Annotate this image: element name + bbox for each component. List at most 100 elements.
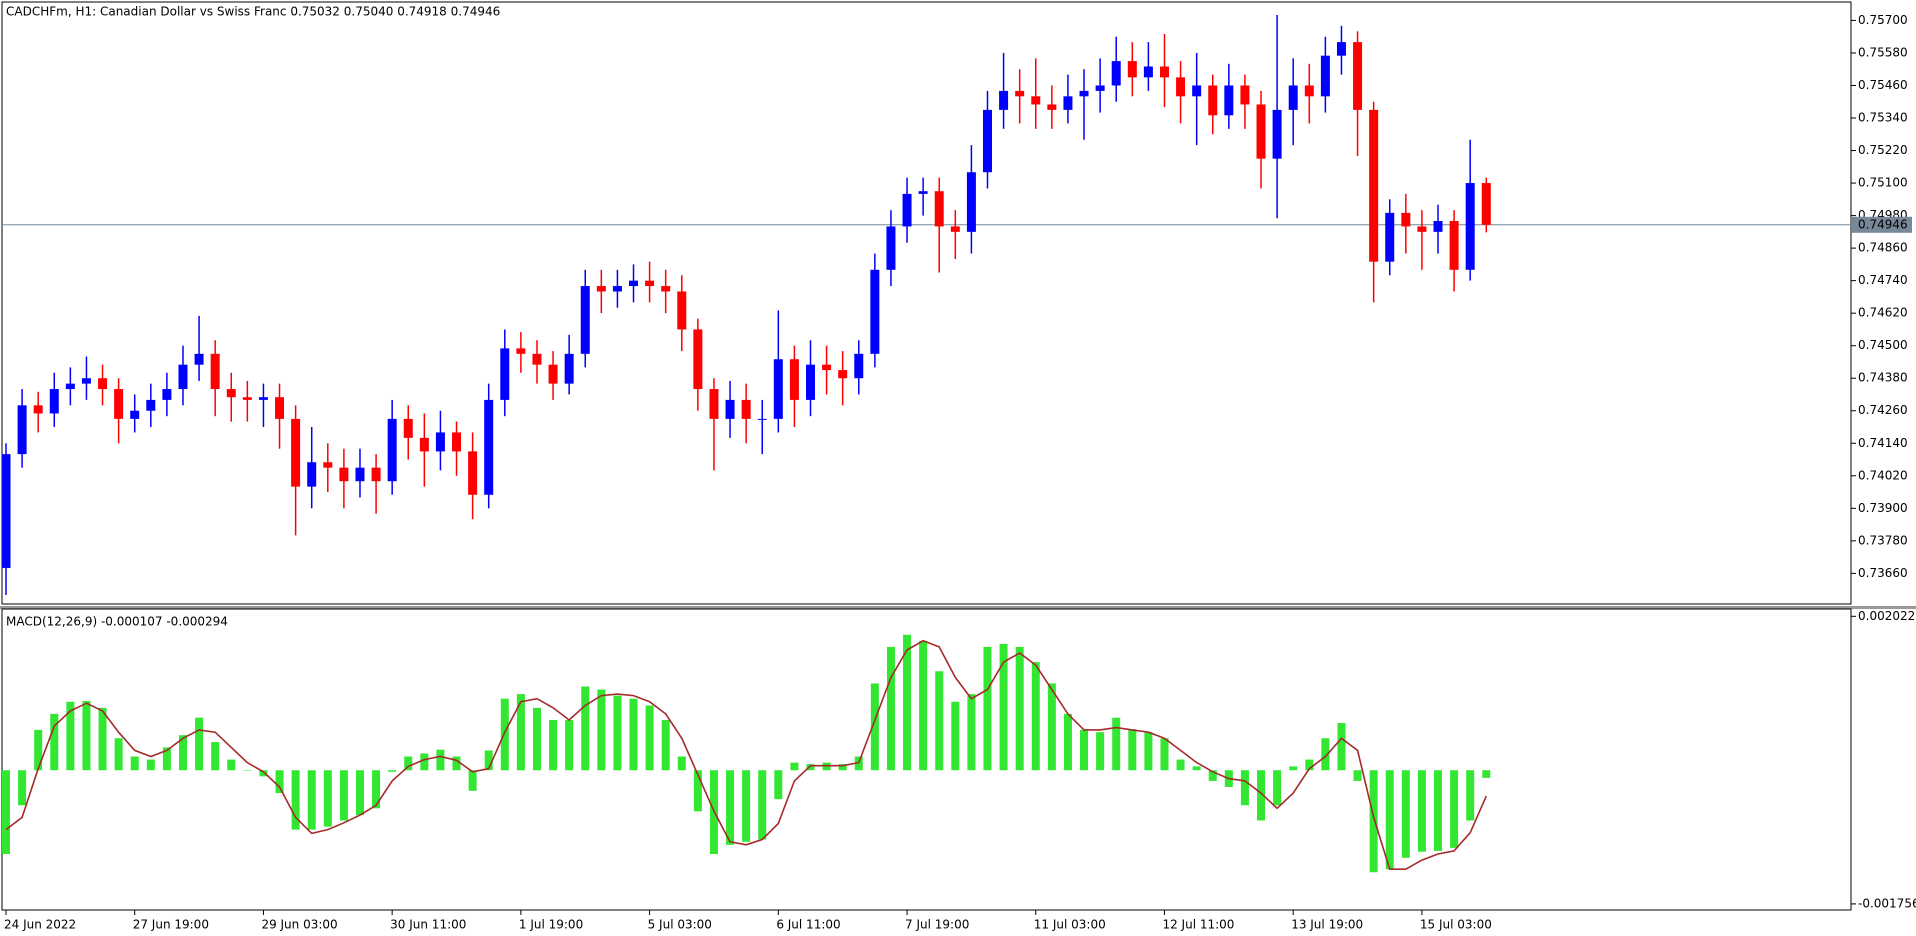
candle-body xyxy=(1288,85,1298,110)
candle-body xyxy=(934,191,944,227)
histogram-bar xyxy=(1096,732,1105,771)
candle-body xyxy=(1208,85,1218,116)
candle-body xyxy=(65,383,75,390)
histogram-bar xyxy=(1401,770,1410,858)
candle-body xyxy=(1127,61,1137,78)
histogram-bar xyxy=(259,770,268,777)
histogram-bar xyxy=(742,770,751,842)
candle-body xyxy=(773,359,783,419)
histogram-bar xyxy=(452,756,461,771)
candle-body xyxy=(162,389,172,400)
candle-body xyxy=(1063,96,1073,110)
candle-body xyxy=(339,467,349,482)
histogram-bar xyxy=(1015,646,1024,771)
histogram-bar xyxy=(211,742,220,771)
candle-body xyxy=(564,353,574,384)
candle-body xyxy=(580,286,590,354)
candle-body xyxy=(982,109,992,173)
histogram-bar xyxy=(195,717,204,771)
histogram-bar xyxy=(243,770,252,771)
histogram-bar xyxy=(307,770,316,830)
histogram-bar xyxy=(790,762,799,771)
y-tick-label: 0.75340 xyxy=(1858,111,1908,125)
histogram-bar xyxy=(935,671,944,771)
histogram-bar xyxy=(1305,759,1314,771)
candle-body xyxy=(918,191,928,194)
x-tick-label: 29 Jun 03:00 xyxy=(261,918,337,932)
histogram-bar xyxy=(870,683,879,771)
histogram-bar xyxy=(581,686,590,771)
histogram-bar xyxy=(227,759,236,771)
histogram-bar xyxy=(1417,770,1426,852)
histogram-bar xyxy=(18,770,27,806)
current-price-label: 0.74946 xyxy=(1858,217,1908,231)
histogram-bar xyxy=(1144,732,1153,771)
price-pane-frame xyxy=(1,1,1852,605)
histogram-bar xyxy=(565,719,574,771)
histogram-bar xyxy=(951,701,960,771)
histogram-bar xyxy=(468,770,477,791)
histogram-bar xyxy=(420,753,429,771)
histogram-bar xyxy=(82,700,91,771)
candle-body xyxy=(146,399,156,411)
candle-body xyxy=(484,399,494,495)
candle-body xyxy=(419,437,429,452)
histogram-bar xyxy=(532,707,541,771)
histogram-bar xyxy=(436,749,445,771)
y-tick-label: 0.74140 xyxy=(1858,436,1908,450)
candle-body xyxy=(1304,85,1314,97)
pane-separator[interactable] xyxy=(0,606,1916,609)
histogram-bar xyxy=(806,764,815,771)
candle-body xyxy=(1401,212,1411,227)
y-tick-label: 0.75100 xyxy=(1858,176,1908,190)
chart-header: CADCHFm, H1: Canadian Dollar vs Swiss Fr… xyxy=(6,5,500,19)
histogram-bar xyxy=(661,719,670,771)
candle-body xyxy=(291,418,301,487)
macd-header: MACD(12,26,9) -0.000107 -0.000294 xyxy=(6,615,228,629)
candle-body xyxy=(307,462,317,487)
x-tick-label: 24 Jun 2022 xyxy=(4,918,76,932)
histogram-bar xyxy=(339,770,348,821)
candle-body xyxy=(226,389,236,398)
candle-body xyxy=(1224,85,1234,116)
candle-body xyxy=(49,389,59,414)
histogram-bar xyxy=(1128,729,1137,771)
candle-body xyxy=(822,364,832,371)
candle-body xyxy=(645,280,655,287)
histogram-bar xyxy=(613,695,622,771)
histogram-bar xyxy=(355,770,364,816)
histogram-bar xyxy=(629,698,638,771)
histogram-bar xyxy=(1031,662,1040,771)
candle-body xyxy=(612,286,622,292)
histogram-bar xyxy=(178,735,187,771)
candle-body xyxy=(854,353,864,379)
y-tick-label: 0.73660 xyxy=(1858,566,1908,580)
candle-body xyxy=(275,397,285,419)
histogram-bar xyxy=(146,759,155,771)
candle-body xyxy=(1,454,11,568)
histogram-bar xyxy=(886,646,895,771)
candle-body xyxy=(1111,61,1121,86)
histogram-bar xyxy=(1208,770,1217,781)
x-tick-label: 27 Jun 19:00 xyxy=(133,918,209,932)
histogram-bar xyxy=(903,634,912,771)
candle-body xyxy=(371,467,381,482)
candle-body xyxy=(1353,42,1363,110)
candle-body xyxy=(1385,212,1395,262)
candle-body xyxy=(194,353,204,365)
candle-body xyxy=(870,269,880,354)
histogram-bar xyxy=(1160,738,1169,771)
candle-body xyxy=(677,291,687,330)
histogram-bar xyxy=(66,701,75,771)
candle-body xyxy=(1047,104,1057,110)
histogram-bar xyxy=(758,770,767,840)
candle-body xyxy=(98,378,108,390)
candle-body xyxy=(17,405,27,455)
histogram-bar xyxy=(999,643,1008,771)
candle-body xyxy=(806,364,815,400)
candle-body xyxy=(741,399,751,419)
histogram-bar xyxy=(1450,770,1459,848)
y-tick-label: 0.74260 xyxy=(1858,403,1908,417)
histogram-bar xyxy=(2,770,10,854)
